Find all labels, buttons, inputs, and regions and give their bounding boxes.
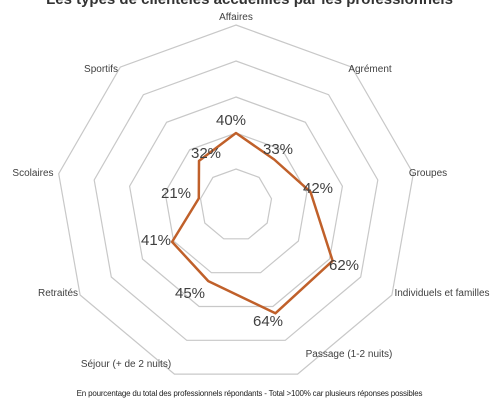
data-label: 40%: [216, 112, 246, 129]
axis-label: Individuels et familles: [394, 288, 489, 299]
data-label: 33%: [263, 141, 293, 158]
axis-label: Groupes: [409, 168, 447, 179]
radar-series: [170, 131, 334, 315]
radar-grid: [58, 24, 414, 375]
axis-label: Scolaires: [12, 168, 53, 179]
grid-ring: [199, 168, 273, 240]
grid-ring: [164, 132, 308, 274]
axis-label: Sportifs: [84, 64, 118, 75]
data-label: 41%: [141, 232, 171, 249]
grid-ring: [128, 96, 344, 308]
axis-label: Passage (1-2 nuits): [306, 349, 393, 360]
axis-labels: Affaires Agrément Groupes Individuels et fa…: [12, 12, 489, 370]
data-label: 62%: [329, 257, 359, 274]
axis-label: Retraités: [38, 288, 78, 299]
chart-footnote: En pourcentage du total des professionne…: [76, 389, 423, 398]
data-label: 42%: [303, 180, 333, 197]
data-label: 21%: [161, 185, 191, 202]
series-line: [170, 131, 334, 315]
data-labels: 40% 33% 42% 62% 64% 45% 41% 32% 21%: [141, 112, 359, 330]
grid-ring: [93, 60, 379, 341]
axis-label: Agrément: [348, 64, 392, 75]
axis-label: Séjour (+ de 2 nuits): [81, 359, 171, 370]
axis-label: Affaires: [219, 12, 253, 23]
data-label: 32%: [191, 145, 221, 162]
chart-title: Les types de clientèles accueillies par …: [0, 0, 499, 8]
grid-ring: [58, 24, 414, 375]
data-label: 45%: [175, 285, 205, 302]
data-label: 64%: [253, 313, 283, 330]
